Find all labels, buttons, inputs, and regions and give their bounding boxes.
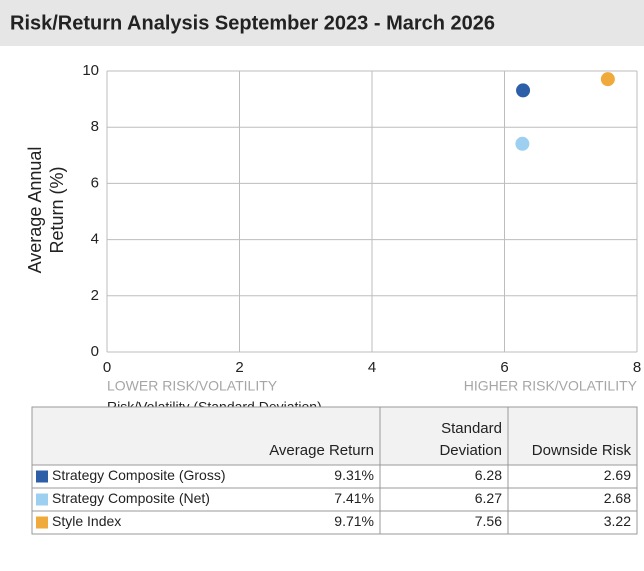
x-tick-label: 0 <box>103 359 111 376</box>
x-tick-label: 6 <box>500 359 508 376</box>
y-axis-label: Average Annual <box>25 147 45 274</box>
column-header: Deviation <box>439 442 502 459</box>
cell: 3.22 <box>604 513 631 529</box>
annotation: HIGHER RISK/VOLATILITY <box>464 378 638 394</box>
point <box>515 136 530 151</box>
column-header: Average Return <box>269 442 374 459</box>
chart-title: Risk/Return Analysis September 2023 - Ma… <box>10 12 495 34</box>
x-tick-label: 8 <box>633 359 641 376</box>
cell: 7.41% <box>334 490 374 506</box>
y-tick-label: 10 <box>82 62 99 79</box>
y-tick-label: 2 <box>91 287 99 304</box>
point <box>600 72 615 87</box>
row-label: Strategy Composite (Gross) <box>52 467 226 483</box>
column-header: Standard <box>441 420 502 437</box>
row-label: Strategy Composite (Net) <box>52 490 210 506</box>
y-axis-label: Return (%) <box>47 166 67 253</box>
cell: 6.27 <box>475 490 502 506</box>
cell: 9.71% <box>334 513 374 529</box>
cell: 2.68 <box>604 490 631 506</box>
cell: 6.28 <box>475 467 502 483</box>
x-tick-label: 4 <box>368 359 376 376</box>
annotation: LOWER RISK/VOLATILITY <box>107 378 278 394</box>
point <box>516 83 531 98</box>
table-border <box>31 406 638 535</box>
cell: 7.56 <box>475 513 502 529</box>
y-tick-label: 6 <box>91 174 99 191</box>
x-tick-label: 2 <box>235 359 243 376</box>
column-header: Downside Risk <box>532 442 632 459</box>
cell: 9.31% <box>334 467 374 483</box>
legend-swatch <box>36 493 48 506</box>
table-header-bg <box>32 407 637 465</box>
y-tick-label: 8 <box>91 118 99 135</box>
y-tick-label: 4 <box>91 231 99 248</box>
legend-swatch <box>36 470 48 483</box>
row-label: Style Index <box>52 513 121 529</box>
header-bar <box>0 0 644 46</box>
legend-swatch <box>36 516 48 529</box>
cell: 2.69 <box>604 467 631 483</box>
y-tick-label: 0 <box>91 343 99 360</box>
